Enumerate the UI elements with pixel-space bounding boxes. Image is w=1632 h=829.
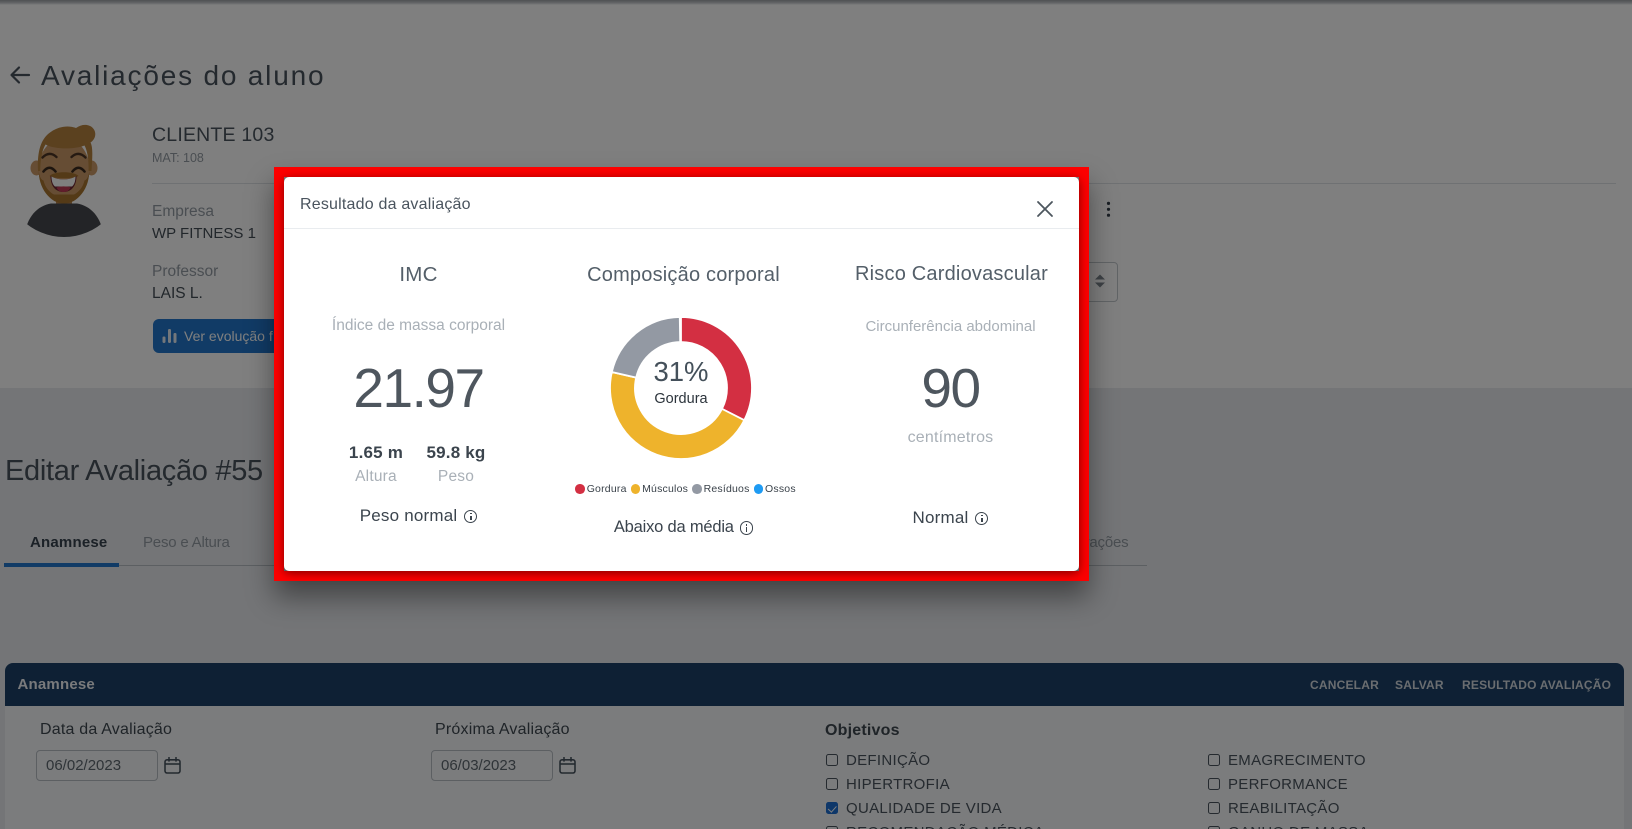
svg-text:Gordura: Gordura [654, 391, 708, 407]
svg-text:31%: 31% [653, 356, 708, 387]
